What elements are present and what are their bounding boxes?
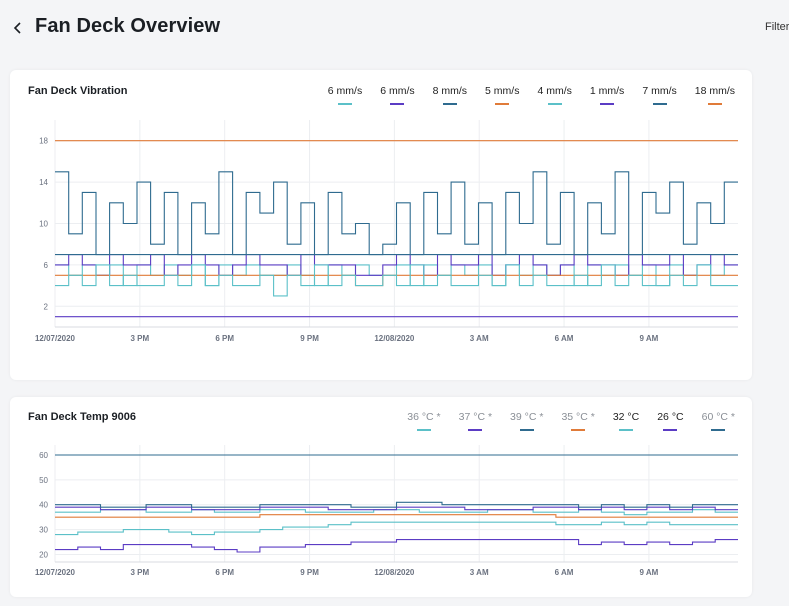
y-tick-label: 40 xyxy=(39,501,48,510)
legend-label: 6 mm/s xyxy=(327,85,363,97)
legend-swatch xyxy=(390,103,405,105)
series-line xyxy=(55,509,738,516)
top-bar: Fan Deck Overview Filter xyxy=(0,0,789,58)
legend-swatch xyxy=(663,429,678,431)
legend-item[interactable]: 26 °C xyxy=(657,411,684,431)
chart-legend: 36 °C * 37 °C * 39 °C * 35 °C * 32 °C 26 °C 60… xyxy=(389,411,735,431)
x-tick-label: 9 PM xyxy=(300,334,319,343)
legend-item[interactable]: 35 °C * xyxy=(561,411,595,431)
legend-item[interactable]: 5 mm/s xyxy=(485,85,519,105)
legend-label: 1 mm/s xyxy=(589,85,625,97)
vibration-chart-card: Fan Deck Vibration 6 mm/s 6 mm/s 8 mm/s 5 m… xyxy=(10,70,752,380)
x-tick-label: 12/08/2020 xyxy=(374,334,415,343)
chevron-left-icon[interactable] xyxy=(10,18,26,38)
legend-label: 39 °C * xyxy=(510,411,544,423)
legend-item[interactable]: 8 mm/s xyxy=(433,85,467,105)
x-tick-label: 12/07/2020 xyxy=(35,334,76,343)
legend-label: 32 °C xyxy=(612,411,640,423)
x-tick-label: 6 PM xyxy=(215,568,234,577)
legend-label: 35 °C * xyxy=(561,411,595,423)
x-tick-label: 3 PM xyxy=(131,334,150,343)
legend-label: 36 °C * xyxy=(407,411,441,423)
legend-swatch xyxy=(442,103,457,105)
page-title: Fan Deck Overview xyxy=(35,15,221,37)
y-tick-label: 30 xyxy=(39,526,48,535)
legend-item[interactable]: 7 mm/s xyxy=(642,85,677,105)
x-tick-label: 3 AM xyxy=(470,568,489,577)
legend-swatch xyxy=(571,429,586,431)
series-line xyxy=(55,521,738,536)
legend-label: 8 mm/s xyxy=(432,85,468,97)
legend-label: 7 mm/s xyxy=(642,85,677,97)
legend-label: 26 °C xyxy=(657,411,684,423)
y-tick-label: 10 xyxy=(39,220,48,229)
legend-label: 18 mm/s xyxy=(694,85,735,97)
y-tick-label: 18 xyxy=(39,137,48,146)
legend-swatch xyxy=(711,429,726,431)
series-line xyxy=(55,264,738,297)
x-tick-label: 3 PM xyxy=(131,568,150,577)
legend-swatch xyxy=(619,429,634,431)
y-tick-label: 20 xyxy=(39,551,48,560)
legend-item[interactable]: 6 mm/s xyxy=(380,85,415,105)
chart-title: Fan Deck Temp 9006 xyxy=(28,411,137,423)
legend-item[interactable]: 36 °C * xyxy=(407,411,441,431)
legend-item[interactable]: 4 mm/s xyxy=(537,85,572,105)
legend-swatch xyxy=(600,103,615,105)
x-tick-label: 12/08/2020 xyxy=(374,568,415,577)
legend-item[interactable]: 32 °C xyxy=(613,411,639,431)
legend-item[interactable]: 37 °C * xyxy=(459,411,492,431)
legend-swatch xyxy=(547,103,562,105)
series-line xyxy=(55,506,738,511)
legend-swatch xyxy=(337,103,352,105)
x-tick-label: 3 AM xyxy=(470,334,489,343)
legend-label: 6 mm/s xyxy=(380,85,415,97)
chart-title: Fan Deck Vibration xyxy=(28,85,128,97)
series-line xyxy=(55,539,738,553)
series-line xyxy=(55,171,738,256)
legend-swatch xyxy=(707,103,722,105)
x-tick-label: 9 PM xyxy=(300,568,319,577)
legend-item[interactable]: 60 °C * xyxy=(702,411,735,431)
legend-swatch xyxy=(652,103,667,105)
y-tick-label: 2 xyxy=(44,302,49,311)
series-line xyxy=(55,501,738,508)
filter-button[interactable]: Filter xyxy=(765,21,789,33)
legend-item[interactable]: 18 mm/s xyxy=(695,85,735,105)
x-tick-label: 9 AM xyxy=(639,568,658,577)
vibration-chart: 2 6 10 14 18 12/07/2020 3 PM 6 PM 9 PM 12/08/2020… xyxy=(35,120,738,343)
legend-item[interactable]: 39 °C * xyxy=(510,411,543,431)
y-tick-label: 14 xyxy=(39,178,48,187)
legend-label: 4 mm/s xyxy=(537,85,572,97)
legend-label: 37 °C * xyxy=(458,411,493,423)
legend-swatch xyxy=(495,103,510,105)
series-line xyxy=(55,514,738,518)
x-tick-label: 12/07/2020 xyxy=(35,568,76,577)
temperature-chart: 20 30 40 50 60 12/07/2020 3 PM 6 PM 9 PM 12/08/20… xyxy=(35,445,738,577)
x-tick-label: 9 AM xyxy=(639,334,658,343)
legend-item[interactable]: 1 mm/s xyxy=(590,85,624,105)
legend-label: 5 mm/s xyxy=(485,85,520,97)
chart-legend: 6 mm/s 6 mm/s 8 mm/s 5 mm/s 4 mm/s 1 mm/s 7 mm… xyxy=(310,85,735,105)
legend-item[interactable]: 6 mm/s xyxy=(328,85,362,105)
x-tick-label: 6 AM xyxy=(555,568,574,577)
legend-label: 60 °C * xyxy=(701,411,735,423)
x-tick-label: 6 AM xyxy=(555,334,574,343)
legend-swatch xyxy=(519,429,534,431)
x-tick-label: 6 PM xyxy=(215,334,234,343)
y-tick-label: 60 xyxy=(39,451,48,460)
temperature-chart-card: Fan Deck Temp 9006 36 °C * 37 °C * 39 °C *… xyxy=(10,397,752,597)
legend-swatch xyxy=(468,429,483,431)
y-tick-label: 50 xyxy=(39,476,48,485)
y-tick-label: 6 xyxy=(44,261,49,270)
series-line xyxy=(55,264,738,287)
legend-swatch xyxy=(416,429,431,431)
